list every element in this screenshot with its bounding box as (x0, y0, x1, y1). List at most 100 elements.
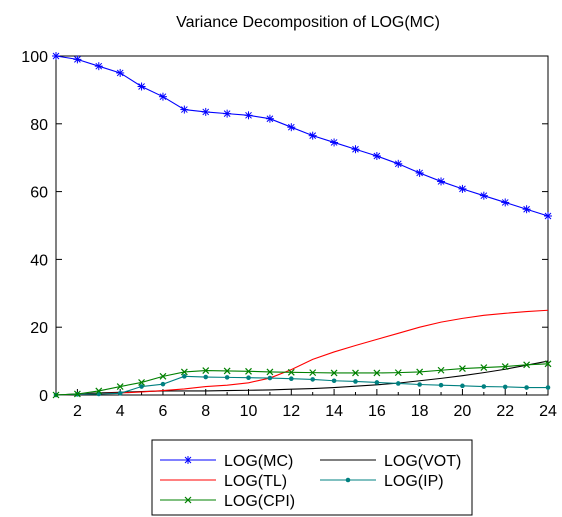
point-marker (417, 382, 422, 387)
marker-stroke (245, 111, 252, 119)
marker-stroke (459, 365, 466, 372)
legend-label: LOG(CPI) (224, 493, 295, 510)
point-marker (95, 387, 103, 395)
point-marker (330, 369, 338, 377)
point-marker (501, 363, 509, 370)
point-marker (394, 159, 403, 168)
point-marker (523, 361, 531, 369)
x-tick-label: 18 (411, 403, 429, 420)
y-tick-label: 100 (21, 49, 48, 66)
marker-stroke (223, 110, 231, 117)
marker-stroke (373, 369, 381, 377)
marker-stroke (352, 145, 359, 153)
marker-stroke (416, 169, 424, 177)
marker-stroke (52, 52, 60, 60)
legend-item: LOG(TL) (160, 473, 287, 490)
marker-stroke (180, 106, 188, 113)
point-marker (267, 375, 273, 381)
legend-item: LOG(VOT) (320, 453, 461, 470)
point-marker (395, 381, 401, 386)
series-layer (52, 52, 552, 399)
x-axis: 2 4 6 8 10 12 14 16 18 20 22 24 (55, 389, 557, 420)
marker-stroke (159, 93, 167, 101)
point-marker (331, 378, 337, 384)
marker-stroke (180, 368, 188, 376)
legend-box (151, 439, 473, 516)
point-marker (437, 177, 446, 186)
point-marker (160, 381, 166, 387)
point-marker (117, 391, 123, 396)
legend-label: LOG(VOT) (384, 453, 461, 470)
marker-stroke (480, 364, 488, 371)
point-marker (479, 191, 488, 200)
series-log-ip (53, 374, 551, 398)
point-marker (202, 367, 210, 375)
legend-item: LOG(MC) (160, 453, 293, 470)
point-marker (522, 205, 531, 214)
point-marker (158, 92, 167, 101)
marker-stroke (330, 369, 338, 377)
marker-stroke (95, 62, 103, 70)
point-marker (351, 145, 360, 154)
point-marker (184, 496, 192, 504)
x-tick-label: 10 (240, 403, 258, 420)
marker-stroke (138, 379, 145, 386)
marker-stroke (416, 368, 424, 376)
legend-label: LOG(MC) (224, 453, 293, 470)
point-marker (137, 82, 146, 91)
point-marker (544, 212, 552, 221)
marker-stroke (223, 367, 231, 375)
point-marker (330, 138, 339, 147)
series-line (55, 375, 548, 396)
point-marker (201, 107, 210, 116)
point-marker (182, 374, 187, 379)
point-marker (416, 368, 424, 376)
marker-stroke (309, 132, 317, 140)
point-marker (223, 367, 231, 375)
marker-stroke (287, 368, 295, 376)
marker-stroke (95, 387, 103, 395)
legend-item: LOG(CPI) (160, 493, 295, 510)
point-marker (481, 384, 487, 389)
marker-stroke (266, 115, 274, 123)
point-marker (94, 62, 103, 71)
marker-stroke (266, 368, 274, 376)
marker-stroke (309, 369, 317, 377)
x-tick-label: 6 (159, 403, 168, 420)
series-line (55, 309, 549, 396)
point-marker (394, 369, 402, 377)
series-log-cpi (52, 360, 552, 399)
x-tick-label: 4 (116, 403, 125, 420)
point-marker (245, 367, 252, 375)
y-tick-label: 40 (30, 252, 48, 269)
series-log-mc (52, 52, 552, 221)
marker-stroke (73, 390, 81, 398)
point-marker (480, 364, 488, 371)
marker-stroke (501, 199, 509, 206)
marker-stroke (159, 372, 167, 380)
series-line (55, 55, 549, 217)
point-marker (73, 390, 81, 398)
plot-frame (55, 55, 549, 396)
point-marker (438, 382, 444, 388)
point-marker (372, 152, 381, 161)
point-marker (353, 379, 358, 384)
point-marker (52, 52, 60, 60)
point-marker (180, 368, 188, 376)
marker-stroke (480, 192, 488, 200)
point-marker (437, 366, 445, 374)
point-marker (458, 184, 467, 193)
point-marker (73, 55, 82, 64)
marker-stroke (287, 123, 295, 131)
marker-stroke (245, 367, 252, 375)
chart-title: Variance Decomposition of LOG(MC) (176, 14, 440, 31)
point-marker (373, 369, 381, 377)
legend: LOG(MC) LOG(VOT) LOG(TL) LOG(IP) LOG(CPI) (151, 439, 473, 516)
y-tick-label: 80 (30, 117, 48, 134)
marker-stroke (501, 363, 509, 370)
y-axis: 0 20 40 60 80 100 (21, 49, 548, 405)
point-marker (544, 360, 552, 368)
point-marker (524, 385, 529, 390)
point-marker (345, 477, 351, 483)
